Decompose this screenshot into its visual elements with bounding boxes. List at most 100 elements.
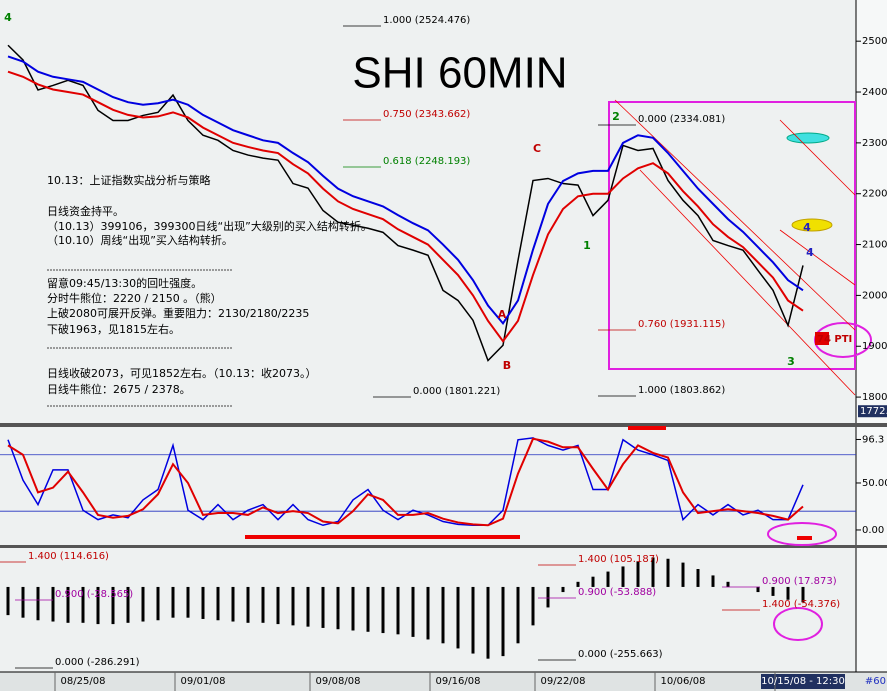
fib-label: 0.618 (2248.193)	[383, 156, 470, 167]
bar	[576, 581, 580, 587]
chart-title: SHI 60MIN	[352, 49, 567, 98]
fib-label: 1.000 (2524.476)	[383, 15, 470, 26]
wave-label: A	[498, 308, 507, 321]
bar	[411, 586, 415, 637]
series-line	[7, 437, 804, 527]
y-tick-label: 1900.	[862, 341, 887, 352]
note-text: 日线牛熊位：2675 / 2378。	[47, 382, 191, 396]
bar	[591, 576, 595, 587]
note-text: 下破1963，见1815左右。	[47, 322, 180, 336]
wave-label: 4	[4, 11, 12, 24]
bar	[351, 586, 355, 631]
bar	[666, 558, 670, 587]
wave-label: 1	[583, 239, 591, 252]
fib-label: 1.000 (1803.862)	[638, 385, 725, 396]
y-tick-label: 1800.	[862, 392, 887, 403]
bar	[126, 586, 130, 623]
note-text: 10.13：上证指数实战分析与策略	[47, 173, 211, 187]
x-tick-label: 09/16/08	[436, 676, 481, 687]
fib-label: 1.400 (-54.376)	[762, 599, 840, 610]
panel-divider	[0, 545, 887, 548]
channel-line	[639, 169, 856, 396]
bar	[306, 586, 310, 627]
bar	[51, 586, 55, 622]
y-tick-label: 50.00	[862, 478, 887, 489]
bar	[471, 586, 475, 654]
note-text: 留意09:45/13:30的回吐强度。	[47, 276, 202, 290]
bar	[66, 586, 70, 623]
bar	[156, 586, 160, 621]
bar	[81, 586, 85, 623]
bar	[441, 586, 445, 644]
bar	[396, 586, 400, 635]
bar	[696, 569, 700, 587]
fib-label: 0.900 (-28.565)	[55, 589, 133, 600]
fib-label: 0.760 (1931.115)	[638, 319, 725, 330]
wave-label: 3	[787, 355, 795, 368]
bar	[186, 586, 190, 618]
bar	[456, 586, 460, 649]
bar	[216, 586, 220, 621]
bar	[96, 586, 100, 625]
channel-line	[614, 99, 856, 331]
highlight-box	[608, 101, 856, 370]
bar	[501, 586, 505, 657]
fib-label: 0.900 (-53.888)	[578, 587, 656, 598]
bar	[726, 581, 730, 587]
bar	[111, 586, 115, 625]
bar	[606, 571, 610, 587]
note-text: 日线收破2073，可见1852左右。（10.13：收2073。）	[47, 366, 316, 380]
bar	[321, 586, 325, 628]
y-tick-label: 2300.	[862, 138, 887, 149]
wave-label: 2	[612, 110, 620, 123]
bar	[21, 586, 25, 618]
bar	[651, 557, 655, 587]
wave-label: B	[503, 359, 511, 372]
bar	[366, 586, 370, 632]
bar	[246, 586, 250, 623]
fib-label: 0.750 (2343.662)	[383, 109, 470, 120]
bar	[786, 586, 790, 600]
bar	[711, 575, 715, 587]
y-tick-label: 2200.	[862, 189, 887, 200]
series-line	[7, 55, 804, 326]
bar	[261, 586, 265, 623]
y-tick-label: 2400.	[862, 87, 887, 98]
fib-label: 1.400 (114.616)	[28, 551, 109, 562]
highlight-ellipse	[767, 522, 837, 546]
fib-label: 0.900 (17.873)	[762, 576, 837, 587]
y-tick-label: 2000.	[862, 290, 887, 301]
panel-divider	[0, 423, 887, 427]
bar	[276, 586, 280, 625]
bar	[141, 586, 145, 622]
bar	[291, 586, 295, 626]
wave-label: 4	[806, 246, 814, 259]
highlight-ellipse	[773, 607, 823, 641]
date-box	[761, 674, 845, 689]
bar	[531, 586, 535, 626]
x-tick-label: 08/25/08	[61, 676, 106, 687]
bar	[561, 586, 565, 593]
bar	[231, 586, 235, 622]
bar	[516, 586, 520, 644]
marker-label: 74 PTI	[817, 334, 852, 345]
bar	[636, 561, 640, 587]
date-axis	[0, 672, 887, 691]
note-text: 上破2080可展开反弹。重要阻力：2130/2180/2235	[47, 306, 309, 320]
fib-label: 0.000 (-286.291)	[55, 657, 140, 668]
x-tick-label: 10/15/08 - 12:30	[761, 676, 845, 687]
note-text: 分时牛熊位：2220 / 2150 。（熊）	[47, 291, 222, 305]
bar	[6, 586, 10, 616]
fib-label: 0.000 (1801.221)	[413, 386, 500, 397]
bar	[681, 562, 685, 587]
series-line	[7, 70, 804, 343]
x-tick-label: 10/06/08	[661, 676, 706, 687]
channel-line	[779, 229, 856, 286]
channel-line	[779, 119, 856, 196]
last-price-label: 1772.2	[860, 406, 887, 417]
marker-box	[815, 332, 829, 345]
marker-ellipse	[786, 132, 830, 144]
y-tick-label: 2500.	[862, 36, 887, 47]
bar	[756, 586, 760, 593]
